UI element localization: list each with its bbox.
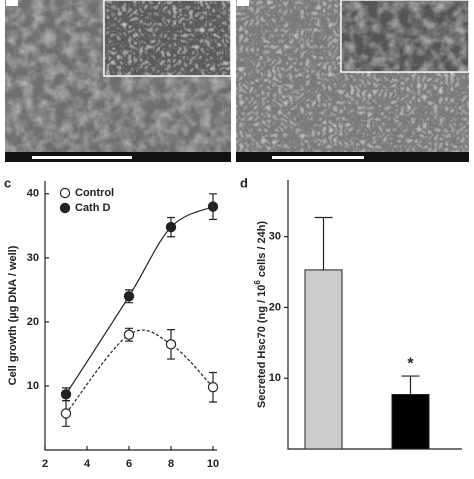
series-line [65, 206, 214, 395]
error-bar [314, 216, 333, 270]
y-tick-label: 10 [27, 380, 39, 392]
axis [44, 181, 217, 451]
y-tick-label: 20 [27, 316, 39, 328]
legend-marker [59, 187, 71, 199]
x-tick-label: 6 [126, 458, 132, 470]
error-bar [401, 375, 420, 395]
x-tick-label: 8 [168, 458, 174, 470]
legend-label: Control [75, 187, 114, 199]
bar [304, 269, 343, 450]
y-tick-label: 20 [269, 301, 281, 313]
y-tick-label: 30 [269, 231, 281, 243]
marker [123, 291, 135, 302]
x-tick-label: 4 [84, 458, 91, 470]
sem-image-right [236, 0, 470, 162]
y-tick-label: 30 [27, 252, 39, 264]
panel-label: c [4, 175, 11, 190]
x-tick-label: 2 [42, 458, 48, 470]
sem-image-left [5, 0, 232, 162]
marker [207, 201, 219, 212]
y-tick-label: 40 [27, 188, 39, 200]
marker [165, 221, 177, 233]
panel-label: d [240, 175, 248, 190]
y-tick-label: 10 [269, 372, 281, 384]
annotation: * [407, 355, 414, 372]
legend-marker [59, 202, 71, 214]
marker [60, 408, 72, 419]
y-axis-label: Secreted Hsc70 (ng / 106 cells / 24h) [253, 221, 268, 409]
y-axis-label-part: Secreted Hsc70 (ng / 10 [256, 285, 268, 409]
marker [123, 329, 135, 340]
marker [60, 389, 72, 400]
marker [207, 382, 219, 393]
x-tick-label: 10 [207, 458, 219, 470]
marker [165, 339, 177, 350]
series-line [65, 329, 214, 414]
y-axis-label-part: 6 [253, 280, 262, 285]
y-axis-label-part: cells / 24h) [256, 221, 268, 278]
legend-label: Cath D [75, 202, 111, 214]
bar [391, 393, 430, 450]
y-axis-label: Cell growth (µg DNA / well) [7, 245, 19, 385]
